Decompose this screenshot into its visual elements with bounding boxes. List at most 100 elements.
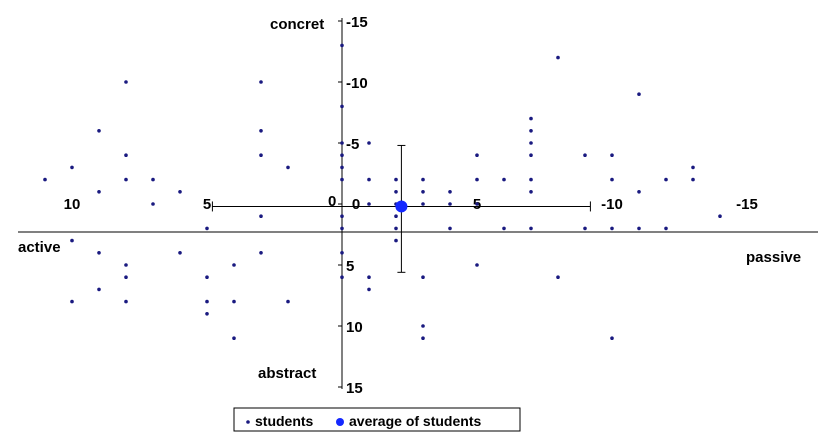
- y-tick-label: 0: [328, 193, 336, 210]
- student-point: [178, 251, 182, 255]
- legend-box: [233, 407, 521, 432]
- student-point: [340, 275, 344, 280]
- student-point: [556, 275, 560, 280]
- x-tick-label: -15: [736, 196, 758, 213]
- student-point: [124, 299, 128, 304]
- student-point: [421, 177, 425, 182]
- student-point: [205, 299, 209, 304]
- student-point: [475, 153, 479, 157]
- student-point: [367, 275, 371, 280]
- average-marker: [211, 144, 591, 273]
- student-point: [70, 299, 74, 304]
- student-point: [610, 336, 614, 341]
- y-tick-label: 10: [346, 319, 363, 336]
- student-point: [232, 263, 236, 267]
- y-tick-label: -15: [346, 14, 368, 31]
- student-point: [637, 226, 641, 231]
- student-point: [502, 226, 506, 231]
- student-point: [394, 226, 398, 231]
- student-point: [475, 202, 479, 206]
- axes: [18, 18, 818, 389]
- student-point: [610, 177, 614, 182]
- student-point: [286, 299, 290, 304]
- student-point: [124, 275, 128, 280]
- x-tick-label: 5: [203, 196, 211, 213]
- student-point: [340, 177, 344, 182]
- student-point: [232, 336, 236, 341]
- student-point: [637, 190, 641, 194]
- student-point: [529, 129, 533, 133]
- student-points: [43, 43, 722, 341]
- student-point: [421, 324, 425, 328]
- student-point: [205, 226, 209, 231]
- y-tick-label: -10: [346, 75, 368, 92]
- student-point: [124, 177, 128, 182]
- student-point: [583, 153, 587, 157]
- student-point: [367, 287, 371, 292]
- student-point: [664, 177, 668, 182]
- student-point: [151, 177, 155, 182]
- student-point: [475, 177, 479, 182]
- legend: students average of students: [233, 407, 521, 432]
- student-point: [529, 153, 533, 157]
- student-point: [97, 190, 101, 194]
- label-concret: concret: [270, 16, 324, 33]
- student-point: [502, 177, 506, 182]
- student-point: [367, 141, 371, 145]
- student-point: [394, 238, 398, 243]
- student-point: [367, 177, 371, 182]
- student-point: [637, 92, 641, 96]
- student-point: [340, 153, 344, 157]
- student-point: [448, 190, 452, 194]
- student-point: [340, 214, 344, 218]
- student-point: [340, 165, 344, 170]
- student-point: [610, 226, 614, 231]
- student-point: [529, 116, 533, 121]
- student-point: [421, 336, 425, 341]
- student-point: [286, 165, 290, 170]
- student-point: [529, 226, 533, 231]
- label-passive: passive: [746, 249, 801, 266]
- student-point: [151, 202, 155, 206]
- student-point: [340, 43, 344, 48]
- student-point: [691, 177, 695, 182]
- student-point: [70, 238, 74, 243]
- student-point: [340, 141, 344, 145]
- student-point: [205, 275, 209, 280]
- student-point: [97, 251, 101, 255]
- student-point: [259, 153, 263, 157]
- student-point: [259, 80, 263, 84]
- student-point: [340, 226, 344, 231]
- student-point: [610, 153, 614, 157]
- x-tick-label: 10: [64, 196, 81, 213]
- legend-average-marker: [336, 418, 344, 426]
- student-point: [529, 141, 533, 145]
- legend-students-label: students: [255, 413, 314, 429]
- student-point: [421, 275, 425, 280]
- y-tick-label: 5: [346, 258, 354, 275]
- student-point: [475, 263, 479, 267]
- label-active: active: [18, 239, 61, 256]
- student-point: [583, 226, 587, 231]
- student-point: [448, 226, 452, 231]
- student-point: [394, 177, 398, 182]
- student-point: [394, 190, 398, 194]
- x-tick-label: -10: [601, 196, 623, 213]
- student-point: [259, 214, 263, 218]
- student-point: [124, 153, 128, 157]
- student-point: [259, 129, 263, 133]
- student-point: [556, 55, 560, 60]
- y-tick-label: -5: [346, 136, 359, 153]
- student-point: [97, 129, 101, 133]
- student-point: [394, 214, 398, 218]
- student-point: [691, 165, 695, 170]
- student-point: [259, 251, 263, 255]
- student-point: [124, 80, 128, 84]
- legend-students-marker: [246, 420, 250, 424]
- student-point: [718, 214, 722, 218]
- student-point: [340, 251, 344, 255]
- student-point: [664, 226, 668, 231]
- student-point: [43, 177, 47, 182]
